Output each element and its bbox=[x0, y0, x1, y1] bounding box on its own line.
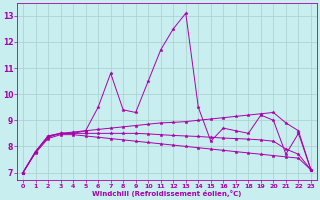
X-axis label: Windchill (Refroidissement éolien,°C): Windchill (Refroidissement éolien,°C) bbox=[92, 190, 242, 197]
